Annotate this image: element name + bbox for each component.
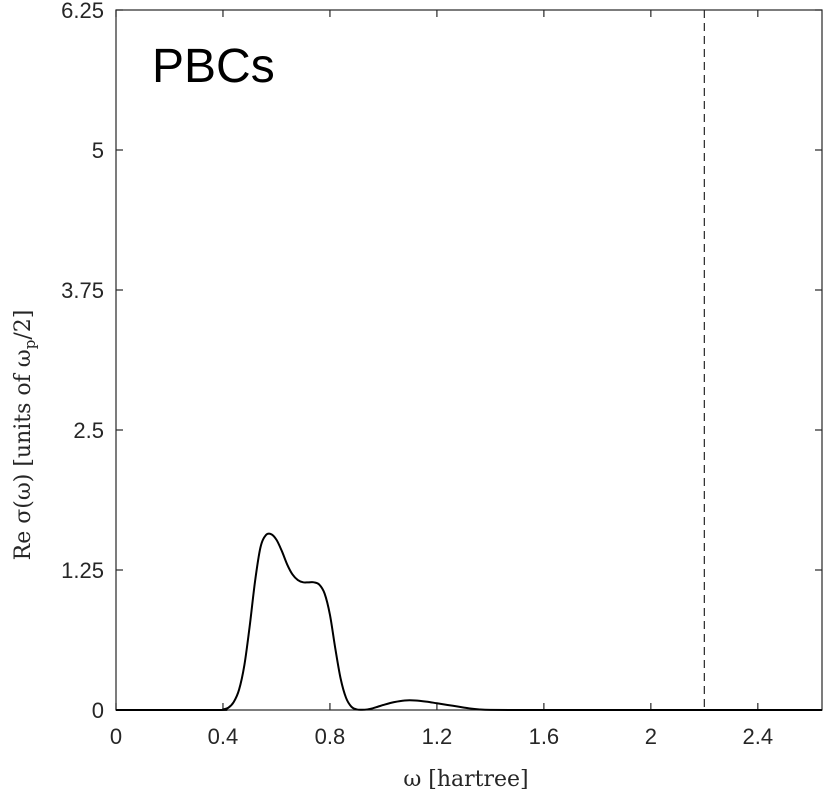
y-axis-label-tail: /2] — [11, 310, 36, 340]
y-tick-label: 0 — [92, 698, 104, 723]
y-axis-label-subscript: p — [21, 340, 39, 350]
axis-ticks — [115, 9, 822, 711]
y-tick-label: 6.25 — [61, 0, 104, 23]
x-tick-label: 0 — [110, 724, 122, 749]
y-tick-label: 5 — [92, 138, 104, 163]
plot-area — [115, 9, 823, 711]
x-axis-label: ω [hartree] — [403, 767, 528, 792]
y-tick-label: 2.5 — [73, 418, 104, 443]
y-tick-labels: 0 1.25 2.5 3.75 5 6.25 — [61, 0, 104, 723]
series-group — [116, 532, 822, 712]
series-line-0 — [116, 532, 822, 712]
x-tick-label: 0.4 — [208, 724, 239, 749]
y-axis-label: Re σ(ω) [units of ωp/2] — [11, 310, 39, 561]
x-tick-label: 2.4 — [743, 724, 774, 749]
x-tick-label: 2 — [645, 724, 657, 749]
x-tick-labels: 0 0.4 0.8 1.2 1.6 2 2.4 — [110, 724, 773, 749]
x-tick-label: 1.2 — [422, 724, 453, 749]
x-tick-label: 1.6 — [529, 724, 560, 749]
x-tick-label: 0.8 — [315, 724, 346, 749]
y-tick-label: 1.25 — [61, 558, 104, 583]
chart-annotation: PBCs — [152, 40, 275, 93]
y-tick-label: 3.75 — [61, 278, 104, 303]
y-axis-label-main: Re σ(ω) [units of ω — [11, 349, 36, 560]
